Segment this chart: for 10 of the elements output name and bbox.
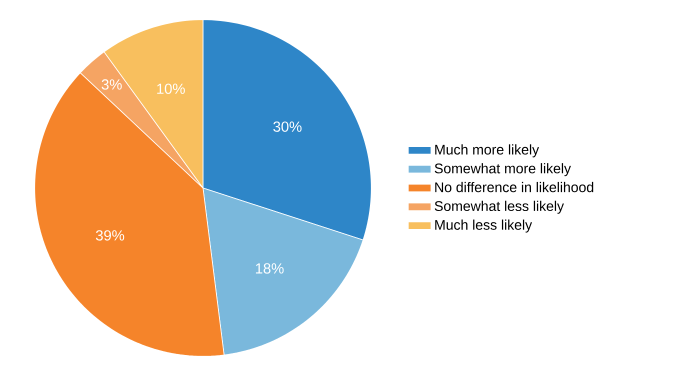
data-label: 10% [157, 84, 185, 94]
data-label: 39% [96, 230, 124, 241]
legend-label: Somewhat less likely [434, 200, 564, 214]
legend-label: Much more likely [435, 144, 540, 158]
legend-label: No difference in likelihood [435, 182, 594, 192]
legend-label: Much less likely [435, 220, 532, 233]
data-label: 18% [256, 263, 284, 274]
legend-label: Somewhat more likely [434, 163, 571, 176]
data-label: 3% [102, 79, 122, 90]
data-label: 30% [273, 121, 302, 132]
